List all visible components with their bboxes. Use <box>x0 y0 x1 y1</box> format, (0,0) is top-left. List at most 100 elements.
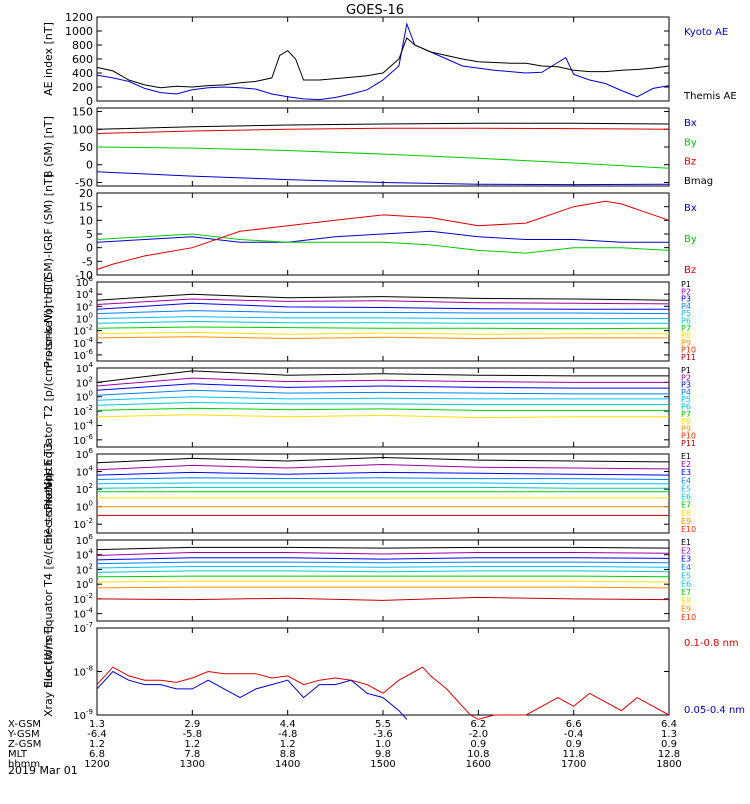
y-axis-label: Protons North T1 <box>42 275 55 368</box>
y-tick-label: -5 <box>82 255 93 268</box>
y-tick-label: 50 <box>79 141 93 154</box>
legend-entry: Bmag <box>684 176 713 187</box>
series-line-e6 <box>96 570 670 573</box>
y-tick-label: 100 <box>76 577 93 591</box>
legend-entry: E2 <box>681 460 691 469</box>
series-line-p7 <box>96 326 670 330</box>
legend-entry: By <box>684 137 697 148</box>
footer-value: 10.8 <box>467 749 489 760</box>
footer-value: -5.8 <box>183 729 203 740</box>
legend-entry: 0.1-0.8 nm <box>684 638 739 649</box>
footer-value: 1600 <box>466 759 491 770</box>
footer-value: 5.5 <box>375 719 391 730</box>
y-tick-label: 10-6 <box>73 433 93 447</box>
legend-entry: P10 <box>681 346 696 355</box>
legend-entry: Bx <box>684 203 697 214</box>
footer-value: 8.8 <box>280 749 296 760</box>
legend-entry: E3 <box>681 468 691 477</box>
series-line-e2 <box>96 463 670 471</box>
footer-value: 0.9 <box>566 739 582 750</box>
series-line-bx <box>96 171 670 186</box>
series-line-0-1-0-8-nm <box>96 666 670 720</box>
footer-value: 1200 <box>84 759 109 770</box>
footer-row-label: Z-GSM <box>8 739 41 750</box>
series-line-p9 <box>96 336 669 340</box>
y-tick-label: 10-2 <box>73 592 93 606</box>
y-tick-label: 10 <box>79 214 93 227</box>
panel-frame <box>96 16 670 102</box>
footer-value: 1800 <box>656 759 681 770</box>
y-tick-label: 106 <box>76 275 94 289</box>
y-tick-label: 10-8 <box>73 665 93 679</box>
y-axis-label: Electrons Equator T4 [e/(cm²-s-sr-keV)] <box>42 473 55 688</box>
series-line-e5 <box>96 482 669 485</box>
y-tick-label: 0 <box>86 95 93 108</box>
footer-row-label: hhmm <box>8 759 40 770</box>
y-tick-label: 106 <box>76 447 94 461</box>
y-tick-label: 5 <box>86 228 93 241</box>
y-axis-label: Electrons North T3 <box>42 442 55 544</box>
y-tick-label: 102 <box>76 299 93 313</box>
footer-value: 12.8 <box>658 749 680 760</box>
series-line-p5 <box>96 316 669 319</box>
legend-entry: E10 <box>681 613 696 622</box>
series-line-p6 <box>96 401 669 406</box>
series-line-by <box>96 146 670 169</box>
legend-entry: E5 <box>681 571 691 580</box>
y-tick-label: 20 <box>79 187 93 200</box>
series-line-p4 <box>96 389 669 396</box>
legend-entry: P3 <box>681 381 691 390</box>
panel-frame <box>96 627 670 716</box>
y-tick-label: 600 <box>72 53 93 66</box>
legend-entry: P9 <box>681 424 691 433</box>
series-line-kyoto-ae <box>96 22 670 101</box>
panel-2: -50 0 50 100 150 B (SM) [nT] Bx By Bz Bmag <box>42 106 713 190</box>
footer-value: -4.8 <box>278 729 298 740</box>
y-axis-label: AE index [nT] <box>42 22 55 96</box>
y-tick-label: 10-4 <box>73 418 93 432</box>
legend-entry: E6 <box>681 580 691 589</box>
series-line-e5 <box>96 566 670 569</box>
y-axis-label: B (SM) [nT] <box>42 116 55 178</box>
y-tick-label: 104 <box>76 361 94 375</box>
y-tick-label: 10-4 <box>73 607 93 621</box>
legend-entry: E3 <box>681 555 691 564</box>
series-line-e1 <box>96 546 670 551</box>
plot-title: GOES-16 <box>346 3 404 18</box>
y-tick-label: -50 <box>75 176 93 189</box>
legend-entry: E4 <box>681 563 691 572</box>
legend-entry: P1 <box>681 280 691 289</box>
legend-entry: E1 <box>681 538 691 547</box>
legend-entry: Kyoto AE <box>684 27 728 38</box>
legend-entry: P6 <box>681 317 691 326</box>
legend-entry: Bz <box>684 265 696 276</box>
footer-value: 1300 <box>180 759 205 770</box>
panel-frame <box>96 107 670 187</box>
y-tick-label: 10-2 <box>73 324 93 338</box>
series-line-e9 <box>96 586 670 589</box>
y-tick-label: 1000 <box>65 25 93 38</box>
series-line-0-05-0-4-nm <box>96 670 408 720</box>
legend-entry: P4 <box>681 302 691 311</box>
legend-entry: E2 <box>681 546 691 555</box>
series-line-p8 <box>96 414 669 419</box>
footer-value: 1.2 <box>280 739 296 750</box>
footer-row-label: Y-GSM <box>7 729 40 740</box>
y-tick-label: 800 <box>72 39 93 52</box>
series-line-e1 <box>96 456 670 464</box>
y-tick-label: 200 <box>72 81 93 94</box>
y-tick-label: 106 <box>76 533 94 547</box>
legend-entry: Themis AE <box>683 91 737 102</box>
series-line-p1 <box>96 293 670 301</box>
legend-entry: E9 <box>681 605 691 614</box>
y-tick-label: 100 <box>72 123 93 136</box>
legend-entry: P8 <box>681 331 691 340</box>
legend-entry: P3 <box>681 295 691 304</box>
footer-value: -3.6 <box>373 729 393 740</box>
legend-entry: P5 <box>681 309 691 318</box>
